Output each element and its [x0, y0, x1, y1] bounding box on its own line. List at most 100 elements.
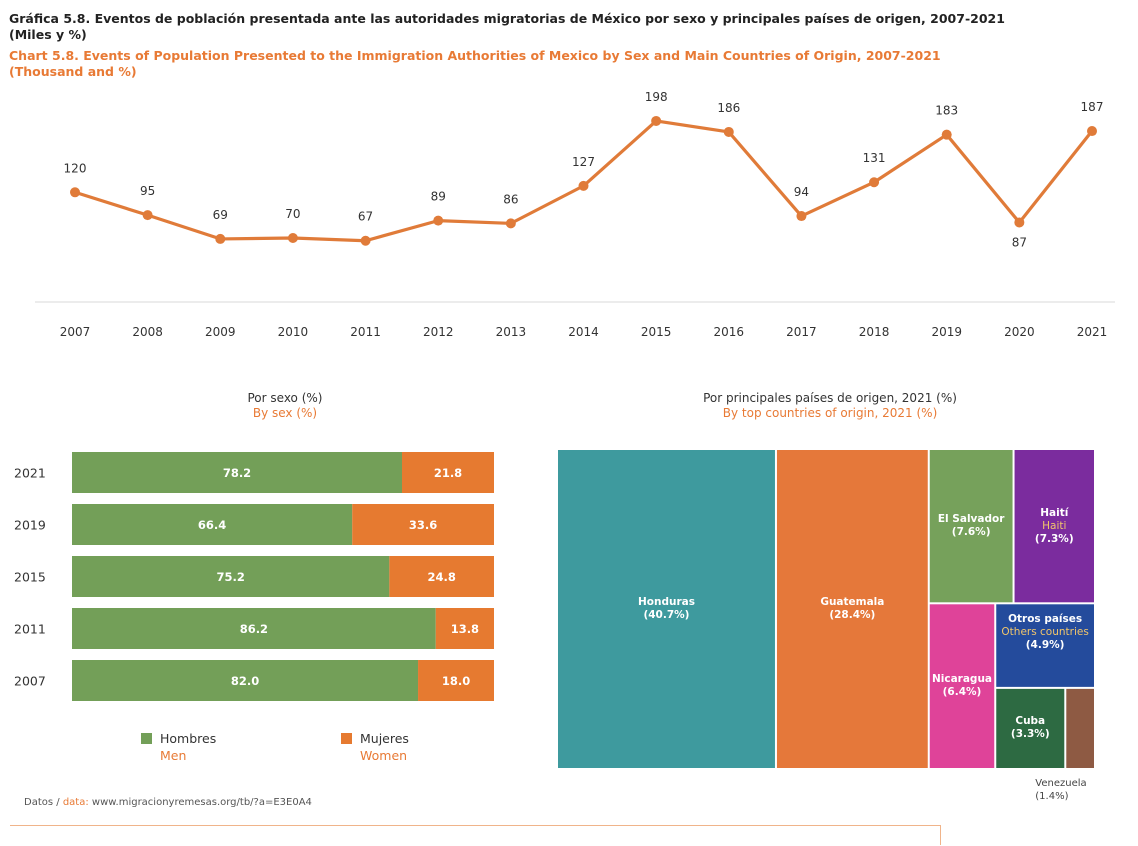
treemap-otros-pa-ses-line-2: (4.9%): [1025, 639, 1065, 652]
x-tick-2017: 2017: [786, 325, 817, 339]
treemap-name-venezuela: Venezuela: [1035, 778, 1087, 789]
bar-category-2011: 2011: [14, 622, 46, 637]
treemap-label-otros-pa-ses: Otros países Others countries (4.9%): [995, 613, 1095, 652]
bar-label-2015-women: 24.8: [427, 570, 455, 584]
bar-category-2019: 2019: [14, 518, 46, 533]
x-tick-2014: 2014: [568, 325, 599, 339]
line-value-label-2007: 120: [64, 161, 87, 175]
bar-label-2015-men: 75.2: [216, 570, 244, 584]
line-point-2017: [796, 211, 807, 222]
x-tick-2016: 2016: [714, 325, 745, 339]
bar-category-2007: 2007: [14, 674, 46, 689]
line-point-2007: [70, 187, 80, 198]
bar-label-2021-men: 78.2: [223, 466, 251, 480]
bar-label-2019-men: 66.4: [198, 518, 226, 532]
chart-units-es: (Miles y %): [9, 27, 87, 42]
bar-label-2019-women: 33.6: [409, 518, 437, 532]
treemap-label-venezuela: Venezuela (1.4%): [1035, 777, 1086, 803]
footer-label-es: Datos /: [24, 797, 60, 808]
x-tick-2008: 2008: [132, 325, 163, 339]
footer-label-en: data:: [62, 797, 89, 808]
bar-2011-women: [435, 608, 494, 649]
treemap-title-es: Por principales países de origen, 2021 (…: [703, 391, 957, 405]
bar-2011-men: [72, 608, 436, 649]
treemap-honduras-line-1: (40.7%): [643, 609, 690, 621]
legend-men-label-en: Men: [160, 748, 187, 763]
bar-chart-title-en: By sex (%): [252, 406, 318, 420]
treemap-otros-pa-ses-line-1: Others countries: [1001, 626, 1089, 639]
treemap-nicaragua-line-0: Nicaragua: [931, 673, 993, 686]
treemap-cuba-line-0: Cuba: [1015, 715, 1046, 728]
x-tick-2007: 2007: [60, 325, 91, 339]
treemap-label-el-salvador: El Salvador (7.6%): [929, 513, 1014, 539]
bar-2019-men: [72, 504, 353, 545]
chart-units-en: (Thousand and %): [9, 64, 137, 79]
bar-label-2021-women: 21.8: [434, 466, 462, 480]
bar-category-2015: 2015: [14, 570, 46, 585]
treemap-el-salvador-line-0: El Salvador: [937, 513, 1005, 526]
legend-men-swatch: [141, 733, 152, 744]
treemap-label-guatemala: Guatemala (28.4%): [776, 596, 929, 622]
legend-women-label-es: Mujeres: [360, 731, 409, 746]
footer-rule: [10, 825, 940, 826]
x-tick-2015: 2015: [641, 325, 672, 339]
x-tick-2009: 2009: [205, 325, 236, 339]
bar-2007-women: [418, 660, 494, 701]
bar-label-2007-women: 18.0: [442, 674, 470, 688]
line-value-label-2019: 183: [935, 104, 958, 118]
treemap-cell-el-salvador: [929, 450, 1013, 603]
line-value-label-2020: 87: [1012, 235, 1027, 249]
treemap-hait-line-0: Haití: [1040, 506, 1069, 519]
bar-category-2021: 2021: [14, 466, 46, 481]
treemap-cell-hait: [1014, 450, 1094, 603]
line-point-2009: [215, 233, 226, 244]
treemap-honduras-line-0: Honduras: [637, 596, 695, 608]
x-tick-2021: 2021: [1077, 325, 1108, 339]
bar-label-2011-women: 13.8: [451, 622, 479, 636]
treemap-otros-pa-ses-line-0: Otros países: [1008, 613, 1083, 626]
bar-2021-men: [72, 452, 403, 493]
bar-2015-women: [389, 556, 494, 597]
x-tick-2011: 2011: [350, 325, 381, 339]
line-value-label-2009: 69: [213, 208, 228, 222]
footer-rule-end: [940, 825, 941, 845]
line-point-2018: [869, 177, 880, 188]
line-value-label-2013: 86: [503, 192, 518, 206]
treemap-label-cuba: Cuba (3.3%): [995, 715, 1065, 741]
line-point-2012: [433, 215, 444, 226]
line-chart: 120 2007 95 2008 69 2009 70 2010 67 2011 89 2012 86 2…: [35, 90, 1115, 339]
line-value-label-2014: 127: [572, 155, 595, 169]
treemap-cell-guatemala: [776, 450, 928, 768]
line-point-2014: [578, 180, 589, 191]
treemap-nicaragua-line-1: (6.4%): [942, 686, 982, 699]
treemap-el-salvador-line-1: (7.6%): [951, 526, 991, 539]
line-point-2008: [142, 210, 153, 221]
bar-label-2011-men: 86.2: [240, 622, 268, 636]
treemap-cell-nicaragua: [929, 604, 995, 768]
treemap-guatemala-line-1: (28.4%): [829, 609, 876, 621]
x-tick-2010: 2010: [278, 325, 309, 339]
x-tick-2019: 2019: [931, 325, 962, 339]
line-point-2021: [1087, 126, 1097, 137]
treemap-cell-honduras: [558, 450, 775, 768]
line-point-2011: [360, 235, 371, 246]
treemap-title-en: By top countries of origin, 2021 (%): [722, 406, 938, 420]
treemap-hait-line-2: (7.3%): [1034, 532, 1074, 545]
footer-url: www.migracionyremesas.org/tb/?a=E3E0A4: [91, 797, 312, 808]
treemap-label-nicaragua: Nicaragua (6.4%): [929, 673, 995, 699]
line-value-label-2021: 187: [1081, 100, 1104, 114]
treemap-guatemala-line-0: Guatemala: [820, 596, 885, 608]
line-value-label-2011: 67: [358, 210, 373, 224]
treemap-cell-venezuela: [1066, 688, 1094, 768]
x-tick-2020: 2020: [1004, 325, 1035, 339]
treemap-label-honduras: Honduras (40.7%): [557, 596, 776, 622]
line-value-label-2010: 70: [285, 207, 300, 221]
chart-title-es: Gráfica 5.8. Eventos de población presen…: [9, 11, 1005, 26]
bar-2021-women: [402, 452, 494, 493]
line-value-label-2018: 131: [863, 151, 886, 165]
bar-2015-men: [72, 556, 390, 597]
line-value-label-2015: 198: [645, 90, 668, 104]
treemap-cell-cuba: [996, 688, 1065, 768]
bar-chart: 2021 78.2 21.8 2019 66.4 33.6 2015 75.2 24.8 2011…: [14, 452, 494, 701]
